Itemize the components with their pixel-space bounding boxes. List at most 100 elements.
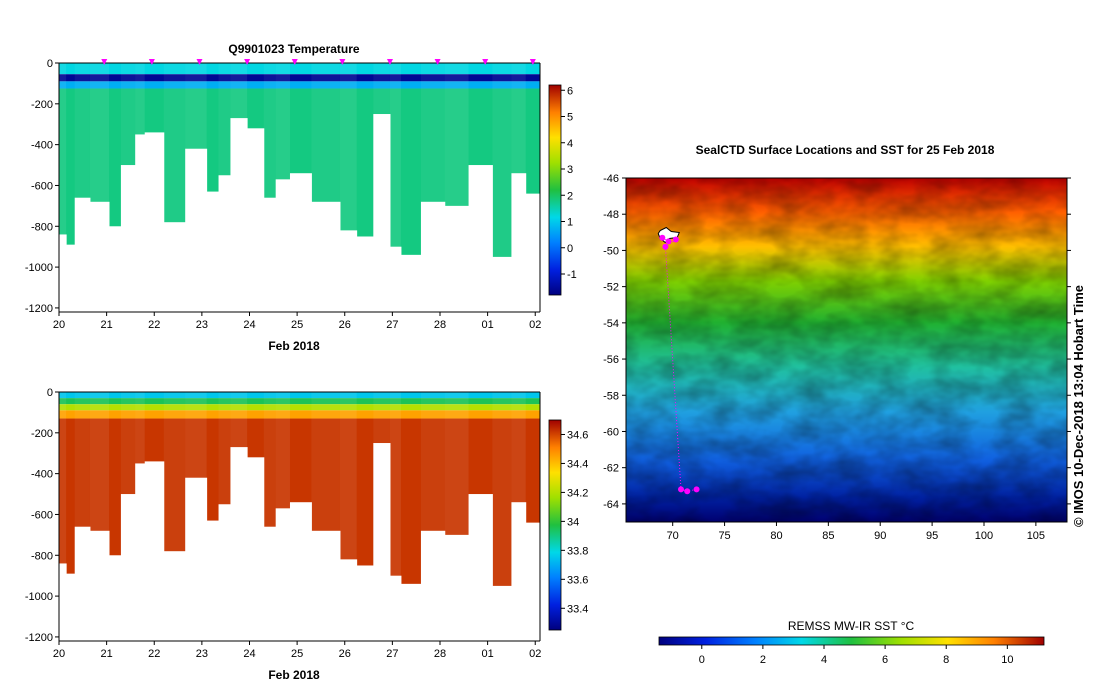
track-point — [677, 486, 684, 493]
colorbar-tick-label: 4 — [567, 138, 573, 150]
colorbar-tick-label: 33.4 — [567, 603, 588, 615]
profile-column — [492, 392, 512, 641]
depth-layer — [59, 74, 540, 82]
y-tick-label: -800 — [31, 550, 53, 562]
no-data-mask — [230, 447, 248, 643]
no-data-mask — [525, 522, 541, 643]
colorbar-tick-label: 34.6 — [567, 429, 588, 441]
y-tick-label: 0 — [47, 387, 53, 399]
temperature-colorbar: -1 0 1 2 3 4 5 6 — [548, 84, 577, 296]
x-tick-label: 28 — [434, 319, 446, 331]
profile-column — [263, 63, 276, 312]
no-data-mask — [144, 132, 165, 314]
lat-tick-label: -60 — [603, 426, 619, 438]
y-tick-label: -400 — [31, 469, 53, 481]
no-data-mask — [247, 457, 265, 643]
no-data-mask — [525, 193, 541, 314]
y-tick-label: -1000 — [25, 591, 53, 603]
no-data-mask — [185, 148, 208, 314]
no-data-mask — [74, 526, 91, 643]
colorbar-ramp — [548, 84, 562, 296]
no-data-mask — [289, 173, 312, 314]
no-data-mask — [289, 502, 312, 643]
no-data-mask — [230, 118, 248, 314]
temperature-panel: Q9901023 Temperature 0 -200 -400 -600 -800 -1… — [25, 42, 577, 353]
lon-tick-label: 105 — [1027, 530, 1045, 542]
colorbar-tick-label: -1 — [567, 269, 577, 281]
profile-marker — [339, 59, 346, 65]
colorbar-tick-label: 0 — [699, 654, 705, 666]
x-tick-label: 25 — [291, 648, 303, 660]
x-tick-label: 22 — [148, 648, 160, 660]
no-data-mask — [444, 534, 470, 643]
colorbar-tick-label: 5 — [567, 112, 573, 124]
track-point — [665, 238, 672, 245]
colorbar-tick-label: 2 — [567, 190, 573, 202]
x-tick-label: 21 — [100, 648, 112, 660]
sst-map-panel: SealCTD Surface Locations and SST for 25… — [603, 143, 1086, 666]
profile-column — [59, 392, 67, 641]
y-tick-label: -600 — [31, 509, 53, 521]
no-data-mask — [263, 197, 277, 314]
colorbar-tick-label: 10 — [1001, 654, 1013, 666]
colorbar-tick-label: 34.2 — [567, 487, 588, 499]
profile-column — [492, 63, 512, 312]
colorbar-tick-label: 34.4 — [567, 458, 588, 470]
no-data-mask — [339, 230, 358, 314]
sst-texture — [626, 178, 1067, 522]
track-point — [662, 243, 669, 250]
colorbar-ramp — [548, 419, 562, 631]
no-data-mask — [356, 236, 374, 314]
x-tick-label: 01 — [481, 319, 493, 331]
x-tick-label: 22 — [148, 319, 160, 331]
no-data-mask — [389, 246, 402, 314]
no-data-mask — [218, 504, 231, 643]
track-point — [684, 488, 691, 495]
lat-tick-label: -52 — [603, 282, 619, 294]
profile-marker — [434, 59, 441, 65]
x-tick-label: 24 — [243, 648, 255, 660]
profile-column — [263, 392, 276, 641]
x-tick-label: 20 — [53, 648, 65, 660]
profile-marker — [291, 59, 298, 65]
profile-marker — [386, 59, 393, 65]
x-tick-label: 21 — [100, 319, 112, 331]
profile-marker — [244, 59, 251, 65]
lat-tick-label: -56 — [603, 354, 619, 366]
no-data-mask — [400, 583, 422, 643]
x-tick-label: 01 — [481, 648, 493, 660]
map-frame — [625, 177, 1068, 523]
no-data-mask — [311, 530, 341, 643]
no-data-mask — [206, 191, 220, 314]
no-data-mask — [89, 530, 110, 643]
no-data-mask — [492, 585, 512, 643]
no-data-mask — [135, 134, 146, 314]
profile-marker — [101, 59, 108, 65]
lon-tick-label: 85 — [822, 530, 834, 542]
track-point — [659, 234, 666, 241]
y-tick-label: -1000 — [25, 262, 53, 274]
x-tick-label: 02 — [529, 648, 541, 660]
x-tick-label: 26 — [339, 319, 351, 331]
x-tick-label: 20 — [53, 319, 65, 331]
lon-tick-label: 70 — [667, 530, 679, 542]
no-data-mask — [373, 443, 391, 643]
y-tick-label: 0 — [47, 58, 53, 70]
depth-layer — [59, 63, 540, 75]
seal-track — [657, 226, 700, 495]
profile-column — [540, 63, 543, 312]
no-data-mask — [120, 165, 136, 314]
x-tick-label: 26 — [339, 648, 351, 660]
x-tick-label: 25 — [291, 319, 303, 331]
no-data-mask — [511, 502, 527, 643]
sst-colorbar-label: REMSS MW-IR SST °C — [788, 619, 915, 633]
no-data-mask — [206, 520, 220, 643]
track-point — [693, 486, 700, 493]
no-data-mask — [339, 559, 358, 643]
colorbar-tick-label: 2 — [760, 654, 766, 666]
profile-column — [389, 392, 401, 641]
no-data-mask — [109, 555, 122, 643]
no-data-mask — [163, 551, 186, 643]
